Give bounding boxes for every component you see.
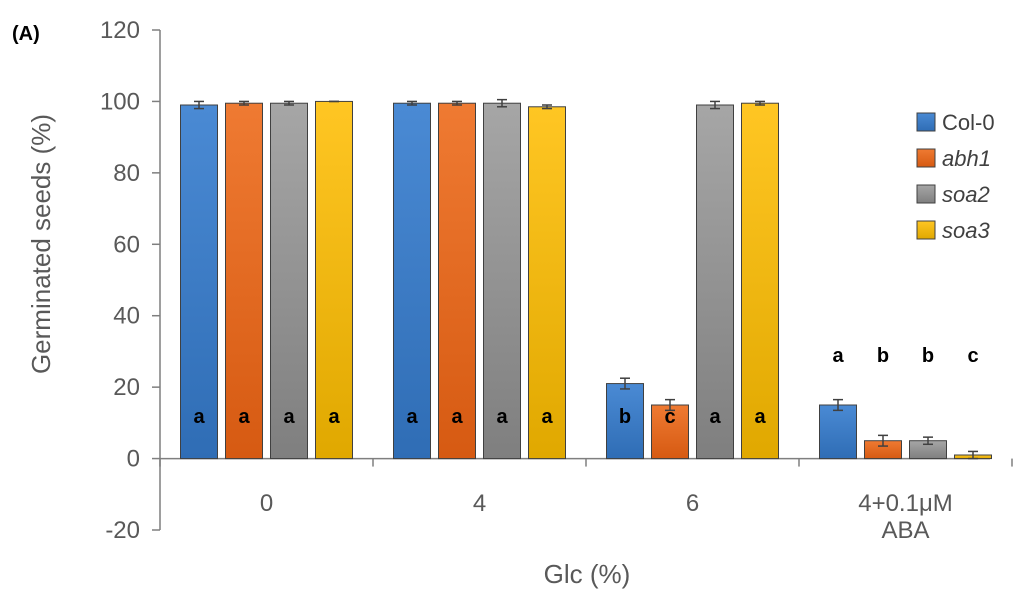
bars: a a a a a a a a b c a a a b b c (180, 98, 992, 460)
bar (483, 102, 521, 460)
x-tick-label: 0 (260, 490, 273, 517)
significance-label: a (496, 406, 508, 428)
y-axis-title: Germinated seeds (%) (26, 114, 56, 374)
significance-label: a (451, 406, 463, 428)
legend-swatch (916, 220, 936, 240)
bar (606, 383, 644, 460)
bar (180, 104, 218, 460)
legend-swatch (916, 112, 936, 132)
bar (393, 102, 431, 460)
legend-label: Col-0 (942, 110, 995, 135)
y-tick-label: 120 (100, 17, 140, 44)
legend-label: soa2 (942, 182, 990, 207)
legend-swatch (916, 148, 936, 168)
bar (741, 102, 779, 460)
significance-label: b (922, 345, 934, 367)
significance-label: a (541, 406, 553, 428)
significance-label: a (238, 406, 250, 428)
significance-label: a (406, 406, 418, 428)
y-tick-label: -20 (105, 517, 140, 544)
x-tick-label: 4+0.1μM ABA (858, 490, 953, 544)
legend-label: abh1 (942, 146, 991, 171)
legend-swatch (916, 184, 936, 204)
significance-label: a (754, 406, 766, 428)
significance-label: a (709, 406, 721, 428)
significance-label: b (619, 406, 631, 428)
significance-label: a (832, 345, 844, 367)
significance-label: a (328, 406, 340, 428)
significance-label: a (283, 406, 295, 428)
x-axis-title: Glc (%) (544, 559, 631, 589)
bar (819, 404, 857, 460)
bar (696, 104, 734, 460)
bar (438, 102, 476, 460)
y-tick-label: 40 (113, 303, 140, 330)
bar (528, 106, 566, 460)
significance-label: c (967, 345, 978, 367)
y-tick-label: 60 (113, 231, 140, 258)
bar (651, 404, 689, 460)
panel-label: (A) (12, 23, 40, 45)
y-axis: -20 0 20 40 60 80 100 120 (100, 17, 161, 544)
y-tick-label: 100 (100, 88, 140, 115)
x-tick-label: 4 (473, 490, 486, 517)
x-tick-label: 6 (686, 490, 699, 517)
significance-label: b (877, 345, 889, 367)
legend-label: soa3 (942, 218, 990, 243)
significance-label: a (193, 406, 205, 428)
y-tick-label: 80 (113, 160, 140, 187)
legend: Col-0 abh1 soa2 soa3 (916, 110, 995, 243)
significance-label: c (664, 406, 675, 428)
y-tick-label: 0 (127, 446, 140, 473)
x-axis: 0 4 6 4+0.1μM ABA (159, 457, 1013, 544)
y-tick-label: 20 (113, 374, 140, 401)
